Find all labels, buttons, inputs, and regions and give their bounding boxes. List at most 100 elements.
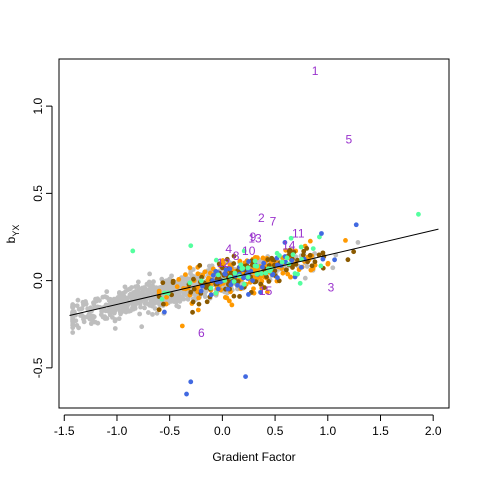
data-point <box>285 271 291 277</box>
data-point <box>345 257 351 263</box>
y-tick-label: 0.0 <box>31 272 45 289</box>
x-tick-label: 1.5 <box>372 424 389 438</box>
data-point <box>135 279 141 285</box>
data-point <box>98 312 104 318</box>
data-point <box>142 301 148 306</box>
data-point <box>316 252 322 258</box>
x-tick-label: 2.0 <box>425 424 442 438</box>
data-point <box>224 256 230 262</box>
data-point-outlier <box>416 211 421 217</box>
data-point <box>147 271 153 277</box>
data-point <box>355 240 361 245</box>
data-point <box>215 272 221 278</box>
data-point <box>116 290 122 295</box>
data-point <box>240 265 246 271</box>
data-point <box>309 263 315 269</box>
data-point <box>289 258 295 263</box>
data-point <box>270 257 275 262</box>
data-point <box>122 284 128 290</box>
data-point <box>288 235 294 241</box>
data-point <box>254 271 260 277</box>
data-point <box>196 295 202 301</box>
annotation-label: 12 <box>217 256 231 270</box>
data-point <box>262 285 267 290</box>
x-tick-label: 0.0 <box>214 424 231 438</box>
data-point <box>132 304 138 309</box>
data-point <box>70 322 76 328</box>
data-point <box>112 318 118 324</box>
data-point <box>252 258 258 264</box>
x-tick-label: -1.0 <box>107 424 128 438</box>
data-point <box>258 281 264 287</box>
data-point <box>123 289 128 294</box>
data-point <box>137 311 143 317</box>
data-point <box>126 308 132 314</box>
data-point <box>74 303 80 309</box>
data-point <box>228 270 234 276</box>
data-point-outlier <box>188 243 194 249</box>
data-point <box>343 237 348 243</box>
data-point <box>188 289 194 295</box>
data-point <box>305 259 311 265</box>
data-point <box>202 269 208 275</box>
data-point <box>302 275 308 281</box>
y-axis-title: bYX <box>4 225 21 244</box>
data-point <box>213 269 219 274</box>
annotation-label: 5 <box>346 132 353 146</box>
data-point <box>145 289 150 294</box>
data-point <box>258 289 263 295</box>
data-point <box>267 268 273 274</box>
data-point <box>222 295 228 300</box>
data-point <box>238 262 244 268</box>
data-point <box>312 259 318 265</box>
data-point <box>239 285 244 291</box>
data-point <box>88 305 94 311</box>
data-point <box>160 280 166 286</box>
data-point <box>272 268 278 274</box>
plot-area-frame <box>58 58 450 409</box>
data-point <box>231 279 237 284</box>
data-point <box>95 296 101 302</box>
data-point <box>183 292 189 298</box>
data-point <box>245 265 251 271</box>
data-point <box>325 261 331 267</box>
data-point <box>307 252 313 258</box>
data-point <box>151 279 156 285</box>
annotation-label: 2 <box>258 211 265 225</box>
data-point <box>251 286 256 292</box>
data-point-outlier <box>188 379 194 385</box>
data-point <box>154 310 160 316</box>
data-point-outlier <box>179 323 185 329</box>
data-point <box>139 324 145 330</box>
data-point <box>170 285 175 291</box>
data-point <box>202 294 208 300</box>
annotation-label: 3 <box>328 281 335 295</box>
data-point <box>174 284 180 290</box>
data-point <box>292 271 298 276</box>
data-point <box>100 294 106 300</box>
annotation-label: 6 <box>198 326 205 340</box>
data-point <box>74 322 80 328</box>
data-point <box>146 279 152 285</box>
data-point <box>145 310 151 315</box>
data-point <box>141 286 146 292</box>
data-point <box>213 257 219 263</box>
data-point <box>277 253 282 258</box>
data-point <box>241 248 247 254</box>
data-point <box>111 296 117 302</box>
data-point <box>70 302 76 307</box>
data-point <box>179 296 185 302</box>
data-point <box>167 276 173 282</box>
data-point <box>266 279 272 284</box>
data-point <box>270 271 276 277</box>
data-point <box>264 289 270 295</box>
data-point <box>246 259 251 264</box>
data-point <box>173 292 179 298</box>
data-point <box>70 316 76 322</box>
data-point-outlier <box>319 231 324 236</box>
data-point <box>332 257 337 263</box>
data-point <box>351 249 357 255</box>
data-point <box>280 270 286 276</box>
data-point <box>190 299 196 305</box>
data-point <box>112 326 118 331</box>
